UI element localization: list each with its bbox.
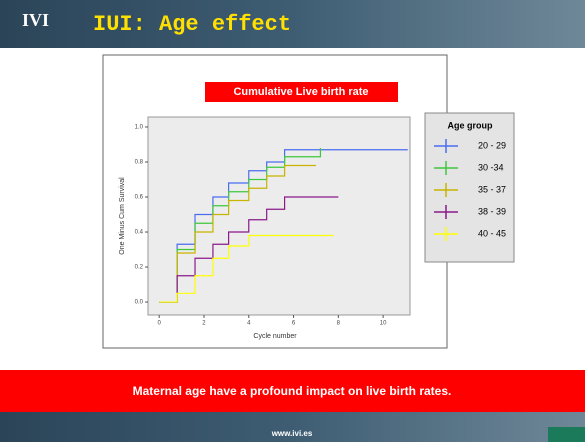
chart-title: Cumulative Live birth rate bbox=[233, 86, 368, 98]
legend-label: 38 - 39 bbox=[478, 206, 506, 216]
x-tick-label: 6 bbox=[292, 321, 296, 327]
x-axis-label: Cycle number bbox=[253, 333, 297, 340]
step-line bbox=[159, 164, 316, 303]
y-tick-label: 0.0 bbox=[135, 300, 144, 306]
legend-label: 35 - 37 bbox=[478, 184, 506, 194]
step-line bbox=[159, 147, 322, 303]
header-bar bbox=[0, 0, 585, 48]
banner bbox=[0, 370, 585, 412]
step-line bbox=[159, 149, 408, 303]
step-line bbox=[159, 234, 334, 303]
legend-box bbox=[424, 112, 515, 263]
footer-text: www.ivi.es bbox=[271, 429, 313, 438]
footer-bar bbox=[0, 412, 585, 442]
x-tick-label: 8 bbox=[337, 321, 341, 327]
y-tick-label: 0.4 bbox=[135, 230, 144, 236]
legend-label: 40 - 45 bbox=[478, 228, 506, 238]
x-tick-label: 4 bbox=[247, 321, 251, 327]
slide-title: IUI: Age effect bbox=[93, 12, 291, 37]
chart-title-box bbox=[205, 82, 398, 102]
plot-area bbox=[147, 116, 411, 316]
footer-logo bbox=[548, 427, 585, 442]
y-tick-label: 0.6 bbox=[135, 195, 144, 201]
y-axis-label: One Minus Cum Survival bbox=[119, 177, 126, 255]
y-tick-label: 0.2 bbox=[135, 265, 144, 271]
legend-label: 30 -34 bbox=[478, 162, 504, 172]
logo: IVI bbox=[22, 10, 49, 30]
y-tick-label: 0.8 bbox=[135, 160, 144, 166]
x-tick-label: 2 bbox=[202, 321, 206, 327]
legend-title: Age group bbox=[448, 120, 493, 130]
y-tick-label: 1.0 bbox=[135, 125, 144, 131]
x-tick-label: 0 bbox=[158, 321, 162, 327]
banner-text: Maternal age have a profound impact on l… bbox=[133, 384, 452, 398]
legend-label: 20 - 29 bbox=[478, 140, 506, 150]
x-tick-label: 10 bbox=[380, 321, 387, 327]
step-line bbox=[159, 196, 339, 303]
